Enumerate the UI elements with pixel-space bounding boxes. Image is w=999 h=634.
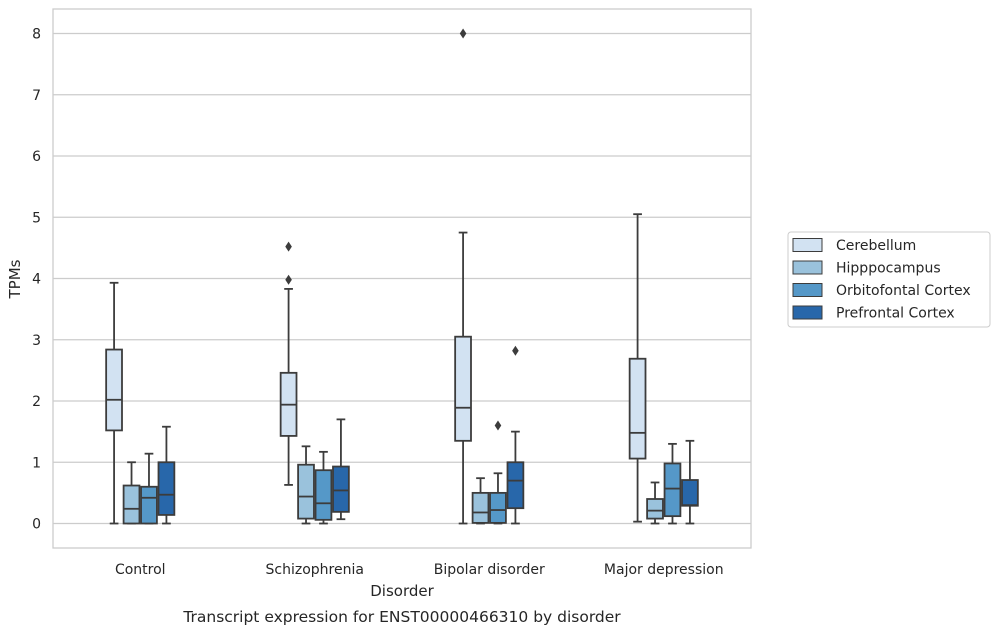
box-3-3 bbox=[681, 439, 699, 525]
box-3-1 bbox=[332, 418, 350, 521]
legend-swatch bbox=[792, 260, 823, 275]
x-tick-label: Bipolar disorder bbox=[434, 562, 545, 578]
y-tick-labels: 0 1 2 3 4 5 6 7 8 bbox=[32, 27, 41, 533]
box-body bbox=[663, 462, 682, 518]
box-1-3 bbox=[646, 481, 664, 525]
box-body bbox=[628, 357, 647, 460]
outlier-point bbox=[512, 345, 519, 356]
outlier-point bbox=[494, 420, 502, 431]
box-body bbox=[471, 491, 490, 524]
outlier-point bbox=[285, 241, 292, 252]
y-tick-label: 8 bbox=[32, 27, 41, 43]
y-tick-label: 6 bbox=[32, 149, 41, 165]
legend-swatch bbox=[792, 238, 823, 252]
box-body bbox=[332, 465, 350, 513]
box-0-0 bbox=[105, 281, 123, 525]
legend-label: Prefrontal Cortex bbox=[836, 306, 955, 322]
box-1-1 bbox=[297, 445, 315, 525]
outlier-point bbox=[459, 28, 467, 39]
box-body bbox=[489, 491, 507, 524]
legend-swatch bbox=[792, 305, 823, 320]
y-tick-label: 5 bbox=[32, 210, 41, 226]
legend-label: Hipppocampus bbox=[836, 261, 941, 277]
box-2-1 bbox=[314, 450, 333, 525]
box-body bbox=[646, 498, 664, 520]
x-tick-label: Control bbox=[115, 562, 166, 578]
y-axis-label: TPMs bbox=[6, 259, 24, 299]
y-tick-label: 0 bbox=[32, 517, 41, 533]
box-body bbox=[122, 484, 141, 525]
y-tick-label: 3 bbox=[32, 333, 41, 349]
box-0-2 bbox=[454, 28, 472, 525]
legend-label: Cerebellum bbox=[836, 238, 916, 254]
x-tick-labels: Control Schizophrenia Bipolar disorder Majo… bbox=[115, 562, 724, 578]
box-body bbox=[105, 348, 123, 432]
box-body bbox=[506, 461, 525, 510]
box-3-0 bbox=[157, 425, 176, 525]
box-body bbox=[454, 335, 472, 442]
box-3-2 bbox=[506, 345, 525, 525]
box-body bbox=[681, 479, 699, 507]
outlier-point bbox=[285, 274, 292, 285]
y-tick-label: 1 bbox=[32, 455, 41, 471]
y-tick-label: 7 bbox=[32, 88, 41, 104]
y-tick-label: 4 bbox=[32, 272, 41, 288]
box-1-2 bbox=[471, 477, 490, 525]
box-body bbox=[157, 461, 176, 516]
plot-frame bbox=[52, 8, 752, 549]
legend-frame bbox=[787, 231, 991, 328]
box-2-3 bbox=[663, 442, 682, 525]
box-0-3 bbox=[628, 213, 647, 523]
box-1-0 bbox=[122, 461, 141, 525]
x-tick-label: Major depression bbox=[604, 562, 724, 578]
box-body bbox=[314, 469, 333, 521]
legend-swatch bbox=[792, 283, 823, 297]
x-tick-label: Schizophrenia bbox=[266, 562, 364, 578]
box-0-1 bbox=[279, 241, 298, 486]
box-layer bbox=[105, 28, 699, 525]
legend-label: Orbitofontal Cortex bbox=[836, 283, 971, 299]
box-2-2 bbox=[489, 420, 507, 525]
legend: Cerebellum Hipppocampus Orbitofontal Corte… bbox=[787, 231, 991, 328]
y-tick-label: 2 bbox=[32, 394, 41, 410]
box-body bbox=[297, 463, 315, 520]
x-axis-label: Disorder bbox=[370, 582, 434, 600]
figure-caption: Transcript expression for ENST0000046631… bbox=[182, 608, 621, 626]
box-body bbox=[140, 485, 158, 525]
box-2-0 bbox=[140, 452, 158, 525]
legend-items: Cerebellum Hipppocampus Orbitofontal Corte… bbox=[792, 238, 971, 322]
